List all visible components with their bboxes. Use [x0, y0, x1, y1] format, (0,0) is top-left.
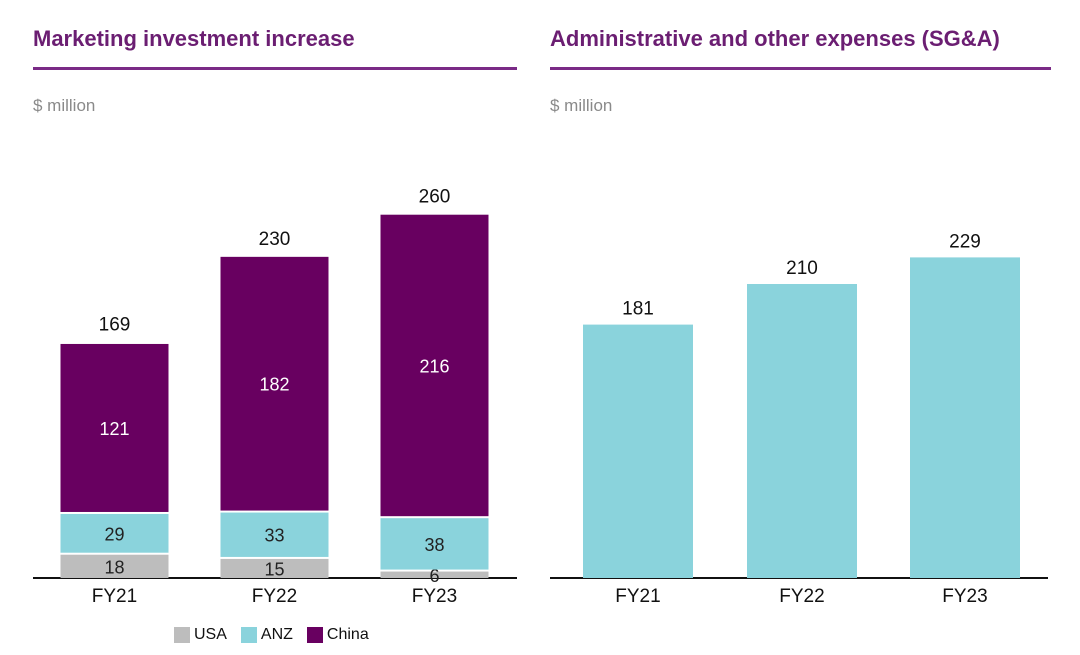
bar-china-fy23	[380, 214, 489, 517]
legend-item-china: China	[306, 626, 369, 644]
marketing-unit-label: $ million	[33, 96, 96, 115]
segment-label-anz-fy22: 33	[264, 526, 284, 546]
bar-china-fy21	[60, 343, 169, 512]
x-tick-sga-fy23: FY23	[942, 586, 987, 607]
x-tick-marketing-fy22: FY22	[252, 586, 297, 607]
segment-label-anz-fy23: 38	[424, 535, 444, 555]
bar-china-fy22	[220, 256, 329, 511]
legend-label-usa: USA	[194, 626, 227, 643]
legend-label-china: China	[326, 626, 369, 643]
value-label-sga-fy23: 229	[949, 231, 981, 252]
bar-usa-fy23	[380, 571, 489, 578]
total-label-fy22: 230	[259, 229, 291, 250]
legend-label-anz: ANZ	[260, 626, 293, 643]
segment-label-china-fy22: 182	[259, 375, 289, 395]
sga-chart-title: Administrative and other expenses (SG&A)	[550, 26, 1000, 51]
segment-label-usa-fy21: 18	[104, 557, 124, 577]
legend-swatch-usa	[174, 627, 190, 643]
marketing-title-rule	[33, 67, 517, 70]
bar-sga-fy21	[583, 324, 693, 578]
segment-label-china-fy21: 121	[99, 419, 129, 439]
legend-item-usa: USA	[174, 626, 227, 644]
total-label-fy21: 169	[99, 315, 131, 336]
value-label-sga-fy22: 210	[786, 258, 818, 279]
marketing-legend: USA ANZ China	[174, 626, 383, 644]
sga-unit-label: $ million	[550, 96, 613, 115]
total-label-fy23: 260	[419, 187, 451, 208]
bar-anz-fy21	[60, 513, 169, 553]
legend-item-anz: ANZ	[240, 626, 293, 644]
x-tick-sga-fy21: FY21	[615, 586, 660, 607]
segment-label-usa-fy22: 15	[264, 559, 284, 579]
bar-sga-fy22	[747, 284, 857, 578]
sga-title-rule	[550, 67, 1051, 70]
segment-label-china-fy23: 216	[419, 356, 449, 376]
x-tick-marketing-fy23: FY23	[412, 586, 457, 607]
x-tick-marketing-fy21: FY21	[92, 586, 137, 607]
segment-label-usa-fy23: 6	[429, 566, 439, 586]
bar-usa-fy22	[220, 558, 329, 578]
bar-usa-fy21	[60, 554, 169, 578]
value-label-sga-fy21: 181	[622, 299, 654, 320]
bar-anz-fy22	[220, 512, 329, 557]
segment-label-anz-fy21: 29	[104, 524, 124, 544]
legend-swatch-anz	[240, 627, 257, 643]
x-tick-sga-fy22: FY22	[779, 586, 824, 607]
marketing-chart-title: Marketing investment increase	[33, 26, 355, 51]
bar-anz-fy23	[380, 518, 489, 570]
legend-swatch-china	[306, 627, 323, 643]
bar-sga-fy23	[910, 257, 1020, 578]
